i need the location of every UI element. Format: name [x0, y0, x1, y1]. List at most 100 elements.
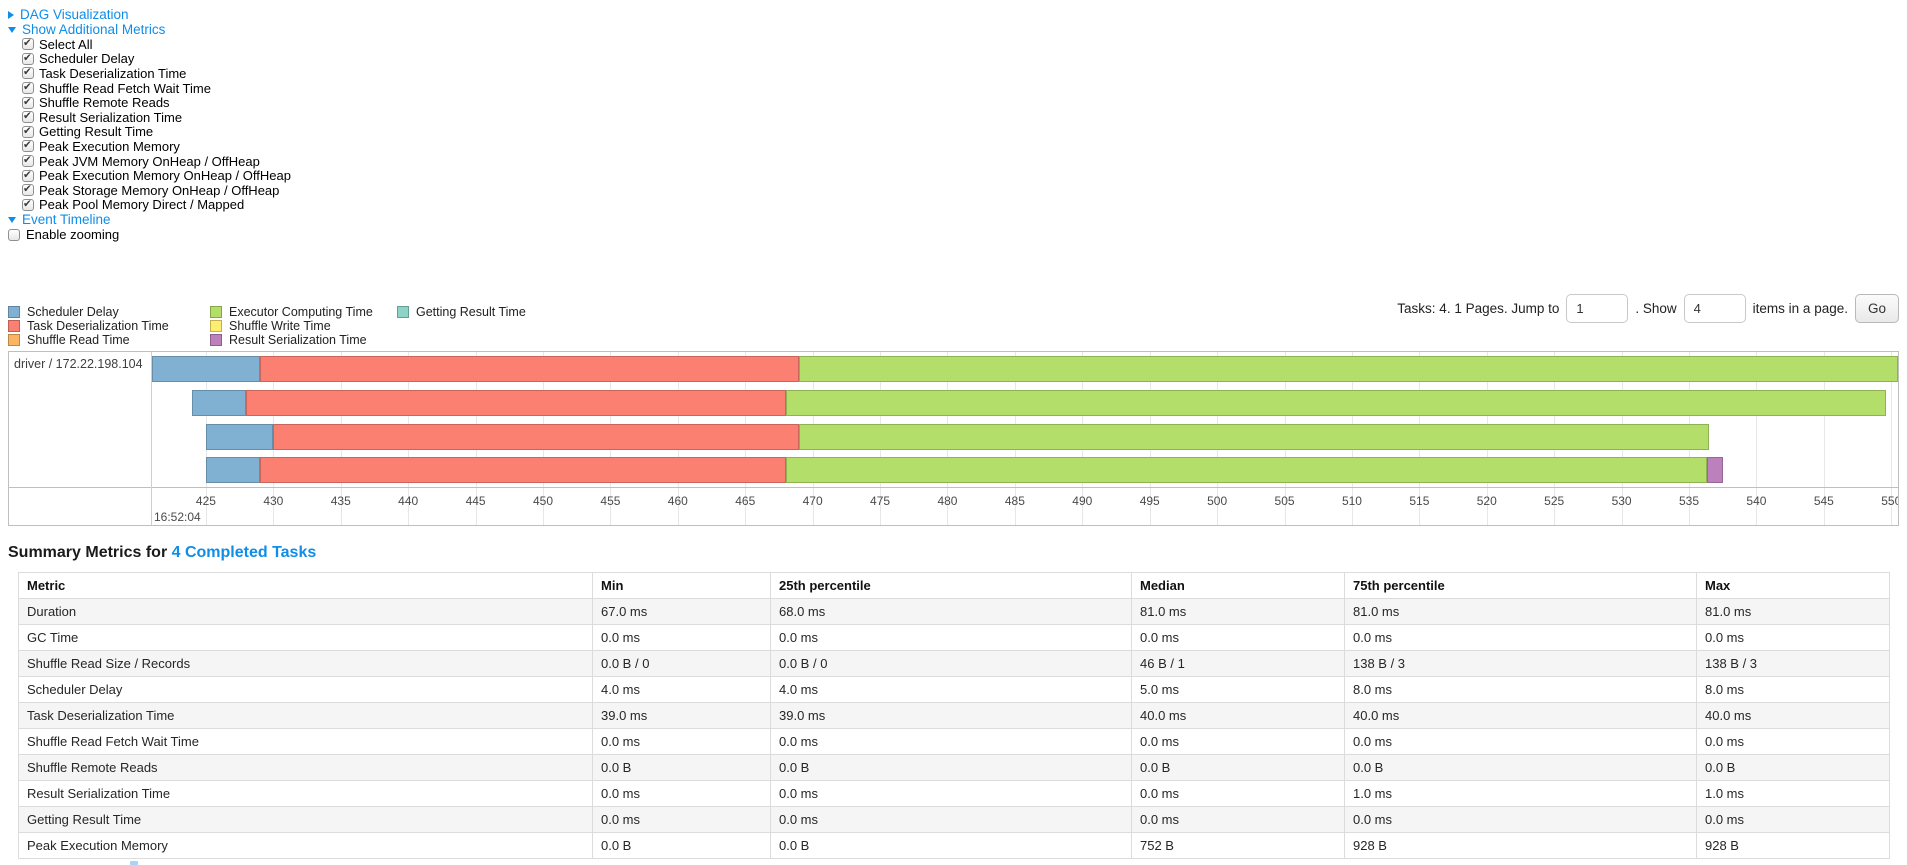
legend-label: Shuffle Write Time	[229, 319, 331, 334]
timeline-task-bar[interactable]	[9, 424, 1898, 451]
metric-checkbox[interactable]	[22, 110, 34, 124]
event-timeline-chart: driver / 172.22.198.104 425 430 435 440 445 4…	[8, 351, 1899, 527]
items-per-page-input[interactable]	[1683, 294, 1746, 324]
metric-checkbox-item: Peak Storage Memory OnHeap / OffHeap	[22, 183, 1907, 198]
table-row: GC Time 0.0 ms 0.0 ms 0.0 ms 0.0 ms 0.0 ms	[18, 624, 1890, 652]
legend-label: Task Deserialization Time	[27, 319, 169, 334]
segment-scheduler-delay	[152, 356, 260, 383]
legend-item: Scheduler Delay	[8, 305, 188, 320]
legend-label: Executor Computing Time	[229, 305, 373, 320]
metric-checkbox[interactable]	[22, 52, 34, 65]
metric-value-cell: 8.0 ms	[1696, 676, 1890, 704]
timeline-task-bar[interactable]	[9, 390, 1898, 417]
metric-value-cell: 81.0 ms	[1131, 598, 1345, 626]
metric-name-cell: Result Serialization Time	[18, 780, 593, 808]
metric-value-cell: 4.0 ms	[770, 676, 1132, 704]
axis-tick-label: 450	[532, 494, 553, 509]
segment-scheduler-delay	[192, 390, 247, 417]
metric-checkbox[interactable]	[22, 198, 34, 211]
metric-value-cell: 68.0 ms	[770, 598, 1132, 626]
legend-item: Result Serialization Time	[210, 333, 375, 347]
metric-checkbox[interactable]	[22, 183, 34, 197]
metric-name-cell: Peak Execution Memory	[18, 832, 593, 860]
legend-label: Scheduler Delay	[27, 305, 119, 320]
metric-value-cell: 0.0 ms	[592, 806, 771, 834]
executor-group-label: driver / 172.22.198.104	[14, 357, 143, 372]
table-header-cell: Min	[592, 572, 771, 600]
metric-checkbox-item: Peak Pool Memory Direct / Mapped	[22, 197, 1907, 212]
shuffle-read-swatch-icon	[8, 333, 20, 346]
legend-item: Task Deserialization Time	[8, 319, 188, 334]
go-button[interactable]: Go	[1854, 294, 1899, 324]
jump-to-page-input[interactable]	[1566, 294, 1629, 324]
metric-checkbox[interactable]	[22, 81, 34, 95]
table-row: Result Serialization Time 0.0 ms 0.0 ms 0.0…	[18, 780, 1890, 808]
metric-value-cell: 0.0 ms	[592, 780, 771, 808]
metric-checkbox[interactable]	[22, 169, 34, 182]
legend-item: Shuffle Write Time	[210, 319, 375, 334]
metric-checkbox[interactable]	[22, 125, 34, 138]
legend-label: Getting Result Time	[416, 305, 526, 320]
metric-checkbox[interactable]	[22, 96, 34, 109]
collapsed-arrow-icon	[8, 10, 14, 19]
completed-tasks-link[interactable]: 4 Completed Tasks	[171, 544, 317, 562]
segment-scheduler-delay	[205, 424, 274, 451]
event-timeline-toggle[interactable]: Event Timeline	[8, 212, 1907, 227]
expanded-arrow-icon	[8, 26, 16, 33]
metric-checkbox-item: Shuffle Remote Reads	[22, 95, 1907, 110]
axis-tick-label: 480	[937, 494, 958, 509]
metric-checkbox-label: Shuffle Remote Reads	[39, 95, 170, 111]
segment-executor-computing	[785, 457, 1707, 484]
table-header-row: Metric Min 25th percentile Median 75th perce…	[18, 572, 1890, 600]
metric-checkbox-label: Task Deserialization Time	[39, 65, 187, 81]
metric-value-cell: 0.0 ms	[1696, 728, 1890, 756]
dag-visualization-toggle[interactable]: DAG Visualization	[8, 7, 1907, 22]
metric-value-cell: 39.0 ms	[770, 702, 1132, 730]
metric-checkbox[interactable]	[22, 37, 34, 51]
metric-value-cell: 5.0 ms	[1131, 676, 1345, 704]
metric-name-cell: Shuffle Read Size / Records	[18, 650, 593, 678]
axis-gridline	[1756, 352, 1758, 526]
show-additional-metrics-link[interactable]: Show Additional Metrics	[22, 22, 166, 37]
metric-checkbox-label: Scheduler Delay	[39, 51, 135, 67]
axis-tick-label: 470	[802, 494, 823, 509]
metric-checkbox-label: Peak JVM Memory OnHeap / OffHeap	[39, 153, 260, 169]
axis-tick-label: 455	[600, 494, 621, 509]
metric-name-cell: Shuffle Read Fetch Wait Time	[18, 728, 593, 756]
metric-value-cell: 0.0 ms	[770, 624, 1132, 652]
axis-tick-label: 550	[1881, 494, 1898, 509]
event-timeline-link[interactable]: Event Timeline	[22, 212, 111, 228]
axis-tick-label: 475	[870, 494, 891, 509]
getting-result-swatch-icon	[397, 306, 409, 319]
enable-zooming-checkbox[interactable]	[8, 228, 20, 241]
metric-checkbox[interactable]	[22, 66, 34, 80]
table-row: Shuffle Read Size / Records 0.0 B / 0 0.0 …	[18, 650, 1890, 678]
timeline-task-bar[interactable]	[9, 356, 1898, 383]
timeline-task-bar[interactable]	[9, 457, 1898, 484]
table-row: Duration 67.0 ms 68.0 ms 81.0 ms 81.0 ms 81.0…	[18, 598, 1890, 626]
metric-value-cell: 0.0 B	[1696, 754, 1890, 782]
axis-tick-label: 525	[1544, 494, 1565, 509]
show-additional-metrics-toggle[interactable]: Show Additional Metrics	[8, 22, 1907, 37]
dag-visualization-link[interactable]: DAG Visualization	[20, 7, 129, 22]
axis-tick-label: 485	[1004, 494, 1025, 509]
metric-checkbox-label: Select All	[39, 36, 93, 52]
metric-value-cell: 0.0 ms	[770, 806, 1132, 834]
metric-name-cell: Getting Result Time	[18, 806, 593, 834]
axis-tick-label: 545	[1813, 494, 1834, 509]
metric-value-cell: 0.0 ms	[1344, 624, 1697, 652]
metric-checkbox[interactable]	[22, 154, 34, 168]
metric-checkbox-item: Shuffle Read Fetch Wait Time	[22, 81, 1907, 96]
segment-task-deserialization	[246, 390, 786, 417]
table-header-cell: Max	[1696, 572, 1890, 600]
stage-controls: DAG Visualization Show Additional Metric…	[0, 0, 1907, 242]
metric-value-cell: 0.0 B / 0	[592, 650, 771, 678]
metric-checkbox[interactable]	[22, 139, 34, 153]
metric-value-cell: 752 B	[1131, 832, 1345, 860]
metric-value-cell: 1.0 ms	[1696, 780, 1890, 808]
axis-tick-label: 440	[398, 494, 419, 509]
summary-metrics-heading: Summary Metrics for 4 Completed Tasks	[8, 544, 1907, 562]
axis-tick-label: 520	[1476, 494, 1497, 509]
axis-tick-label: 510	[1341, 494, 1362, 509]
